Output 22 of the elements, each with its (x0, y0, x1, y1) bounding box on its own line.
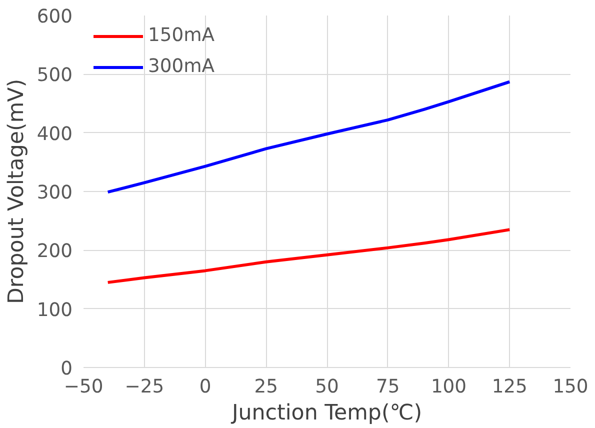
x-tick-label: 75 (376, 376, 400, 398)
x-tick-label: 125 (492, 376, 528, 398)
x-tick-label: −25 (124, 376, 164, 398)
x-tick-label: 100 (430, 376, 467, 398)
x-tick-label: 0 (199, 376, 212, 398)
y-tick-label: 200 (36, 241, 72, 262)
x-axis-title: Junction Temp(℃) (230, 400, 422, 426)
line-series (106, 80, 512, 194)
y-axis-title: Dropout Voltage(mV) (4, 78, 29, 304)
y-tick-label: 600 (36, 6, 72, 28)
legend-label: 150mA (148, 25, 215, 46)
x-tick-label: −50 (64, 376, 104, 398)
y-tick-label: 0 (60, 358, 73, 380)
y-tick-label: 400 (36, 124, 72, 145)
x-tick-label: 25 (254, 376, 278, 398)
x-tick-label: 150 (552, 376, 588, 398)
y-tick-label: 500 (36, 65, 72, 86)
x-tick-label: 50 (315, 376, 339, 398)
y-tick-label: 100 (36, 300, 72, 321)
line-series (106, 228, 512, 284)
y-tick-label: 300 (36, 182, 72, 204)
legend-label: 300mA (148, 56, 215, 77)
